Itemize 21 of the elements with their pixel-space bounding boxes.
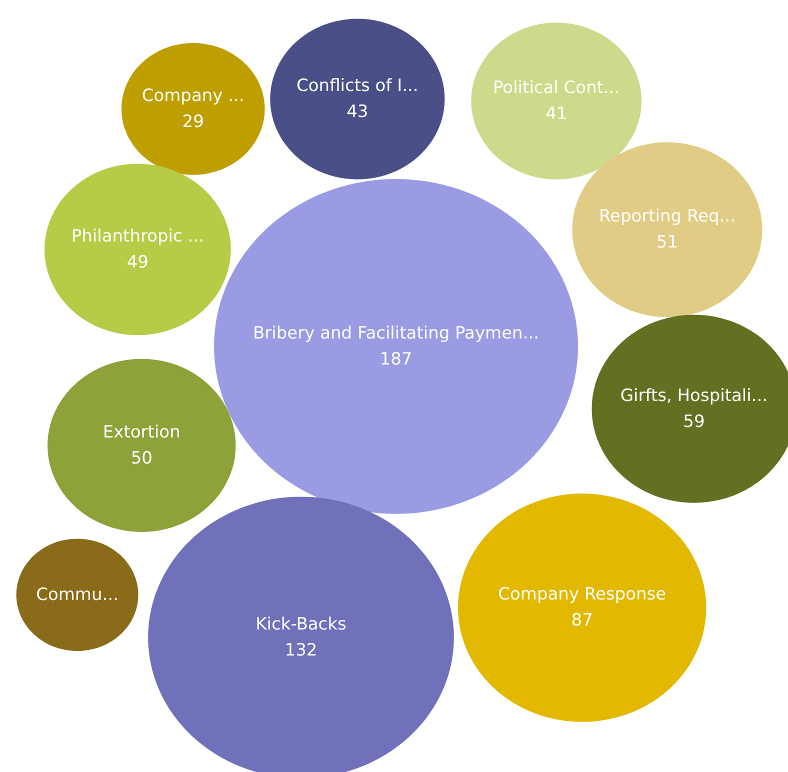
data-label: 59	[683, 412, 705, 432]
data-label: 43	[346, 102, 368, 122]
category-label: Political Cont...	[493, 78, 620, 98]
data-label: 29	[182, 112, 204, 132]
data-label: 132	[284, 640, 318, 660]
category-label: Bribery and Facilitating Paymen...	[253, 323, 540, 344]
category-label: Company Response	[498, 584, 666, 605]
data-label: 187	[380, 349, 412, 370]
category-label: Conflicts of I...	[296, 76, 418, 96]
data-label: 51	[656, 232, 678, 253]
data-label: 87	[571, 610, 593, 631]
category-label: Kick-Backs	[256, 614, 346, 634]
category-label: Commu...	[36, 584, 118, 605]
category-label: Girfts, Hospitali...	[620, 386, 768, 406]
data-label: 50	[130, 448, 152, 468]
data-label: 41	[546, 104, 568, 124]
category-label: Reporting Req...	[598, 206, 736, 227]
category-label: Company ...	[142, 86, 244, 106]
category-label: Philanthropic ...	[71, 226, 204, 246]
category-label: Extortion	[102, 422, 180, 442]
data-label: 49	[126, 252, 148, 272]
